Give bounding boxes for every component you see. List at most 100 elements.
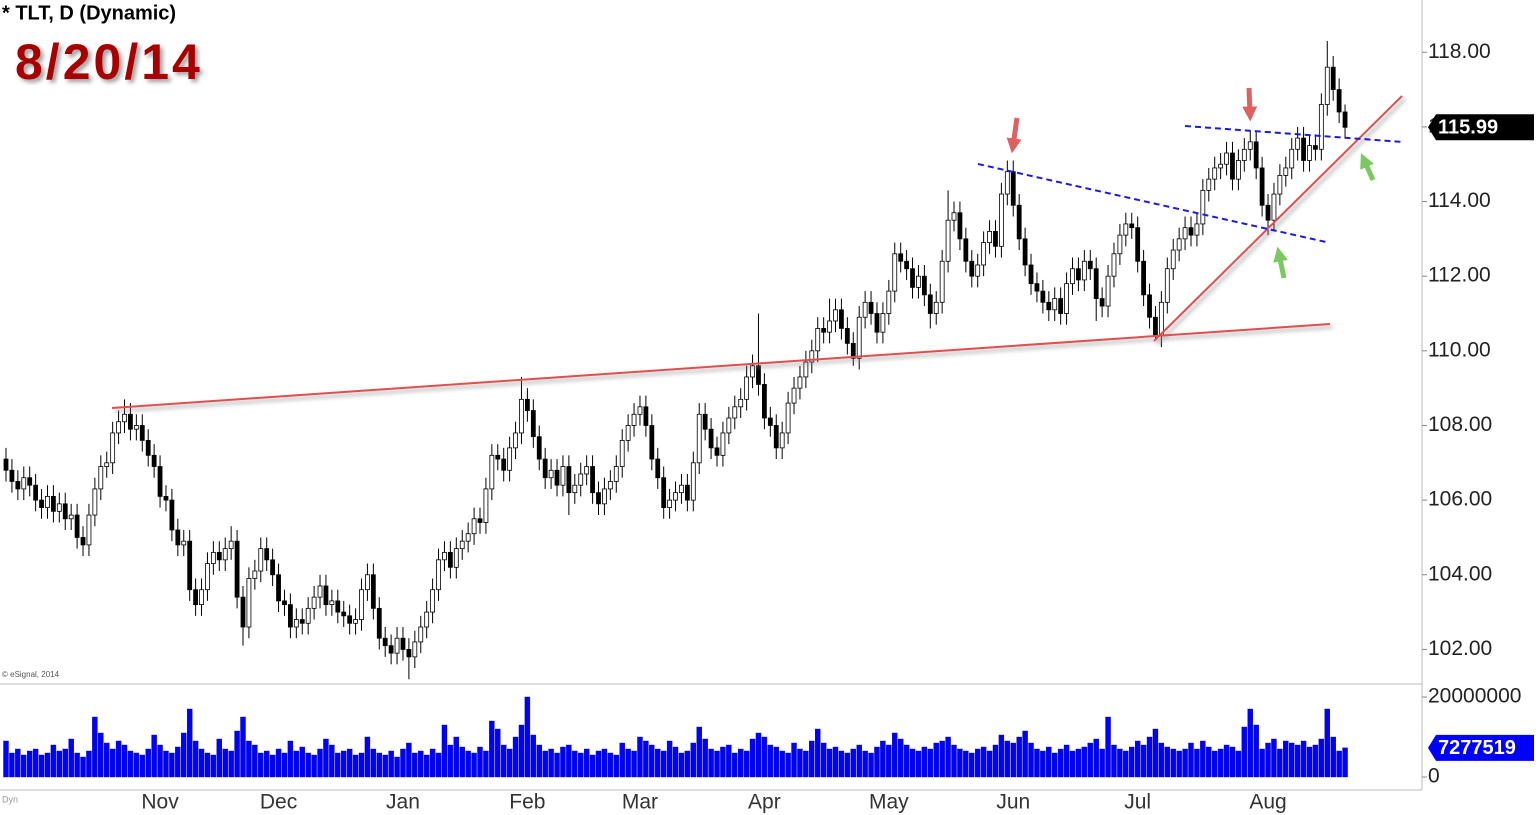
volume-bar bbox=[435, 752, 442, 778]
candle-body bbox=[957, 212, 963, 240]
candle-body bbox=[1218, 163, 1224, 169]
volume-bar bbox=[1111, 744, 1117, 778]
volume-bar bbox=[418, 750, 424, 778]
volume-bar bbox=[264, 750, 270, 778]
volume-bar bbox=[317, 748, 323, 778]
volume-bar bbox=[370, 748, 377, 778]
volume-bar bbox=[785, 752, 791, 778]
date-annotation: 8/20/14 bbox=[15, 34, 203, 90]
volume-bar bbox=[1105, 716, 1111, 778]
candle-body bbox=[1158, 301, 1164, 337]
candle-body bbox=[773, 425, 779, 449]
candle-body bbox=[122, 413, 127, 423]
candle-body bbox=[406, 649, 412, 658]
volume-bar bbox=[258, 752, 264, 778]
volume-bar bbox=[696, 726, 702, 778]
volume-bar bbox=[820, 742, 827, 778]
x-tick-label: May bbox=[869, 791, 909, 814]
volume-bar bbox=[755, 732, 762, 778]
volume-bar bbox=[382, 754, 388, 778]
candle-body bbox=[542, 458, 548, 479]
volume-bar bbox=[649, 744, 655, 778]
volume-bar bbox=[583, 748, 590, 778]
y-tick-label: 114.00 bbox=[1428, 189, 1491, 212]
volume-bar bbox=[1283, 740, 1289, 778]
y-tick-label: 102.00 bbox=[1428, 637, 1492, 660]
candle-body bbox=[993, 230, 998, 247]
trendline bbox=[111, 323, 1331, 409]
volume-bar bbox=[980, 746, 987, 778]
candle-body bbox=[791, 387, 797, 404]
volume-bar bbox=[423, 754, 430, 778]
candle-body bbox=[246, 578, 252, 628]
volume-bar bbox=[210, 754, 217, 778]
candle-body bbox=[299, 619, 305, 624]
volume-bar bbox=[1259, 748, 1265, 778]
volume-bar bbox=[969, 752, 975, 778]
candle-body bbox=[815, 328, 821, 352]
candle-body bbox=[554, 469, 560, 486]
candle-body bbox=[767, 417, 773, 426]
candle-body bbox=[1081, 260, 1087, 281]
volume-bar bbox=[109, 748, 116, 778]
x-tick-label: Mar bbox=[622, 791, 658, 814]
volume-bar bbox=[234, 730, 240, 778]
candle-body bbox=[536, 436, 542, 460]
candle-body bbox=[590, 466, 595, 494]
candle-body bbox=[1064, 283, 1069, 314]
candle-body bbox=[1318, 104, 1324, 150]
candle-body bbox=[1241, 148, 1247, 161]
candle-body bbox=[1230, 152, 1235, 180]
volume-bar bbox=[335, 752, 341, 778]
candle-body bbox=[68, 514, 74, 520]
volume-bar bbox=[578, 752, 584, 778]
candle-body bbox=[62, 503, 68, 520]
volume-bar bbox=[447, 744, 454, 778]
volume-bar bbox=[1241, 726, 1248, 778]
candle-body bbox=[1070, 268, 1075, 285]
volume-bar bbox=[305, 752, 311, 778]
volume-bar bbox=[1206, 746, 1212, 778]
candle-body bbox=[3, 458, 9, 471]
volume-bar bbox=[252, 744, 258, 778]
volume-bar bbox=[761, 736, 768, 778]
candle-body bbox=[1206, 178, 1212, 191]
volume-bar bbox=[311, 754, 317, 778]
volume-bar bbox=[572, 750, 578, 778]
volume-bar bbox=[880, 740, 886, 778]
candle-body bbox=[1224, 152, 1229, 165]
volume-bar bbox=[1040, 750, 1046, 778]
candle-body bbox=[1330, 66, 1336, 90]
y-tick-label: 118.00 bbox=[1428, 40, 1491, 63]
candle-body bbox=[400, 637, 406, 650]
candle-body bbox=[80, 537, 86, 546]
volume-bar bbox=[1099, 748, 1105, 778]
volume-bar bbox=[838, 750, 845, 778]
volume-bar bbox=[1004, 740, 1011, 778]
arrow bbox=[1006, 117, 1022, 154]
volume-bar bbox=[915, 750, 922, 778]
chart-title: * TLT, D (Dynamic) bbox=[2, 2, 176, 24]
volume-bar bbox=[127, 750, 134, 778]
volume-bar bbox=[175, 746, 181, 778]
candle-body bbox=[501, 458, 507, 471]
candle-body bbox=[1046, 301, 1052, 311]
candle-body bbox=[661, 477, 667, 508]
candle-body bbox=[228, 540, 234, 550]
volume-bar bbox=[341, 750, 347, 778]
volume-bar bbox=[299, 746, 305, 778]
candle-body bbox=[696, 413, 702, 464]
candle-body bbox=[341, 611, 347, 617]
volume-bar bbox=[998, 734, 1005, 778]
volume-bar bbox=[1129, 746, 1135, 778]
volume-bar bbox=[74, 752, 80, 778]
candle-body bbox=[655, 458, 661, 479]
volume-bar bbox=[483, 750, 489, 778]
volume-bar bbox=[346, 748, 353, 778]
volume-bar bbox=[666, 740, 673, 778]
candle-body bbox=[21, 477, 27, 490]
candle-body bbox=[1076, 268, 1081, 281]
candle-body bbox=[282, 600, 287, 606]
volume-bar bbox=[678, 752, 685, 778]
candle-body bbox=[1117, 234, 1123, 255]
